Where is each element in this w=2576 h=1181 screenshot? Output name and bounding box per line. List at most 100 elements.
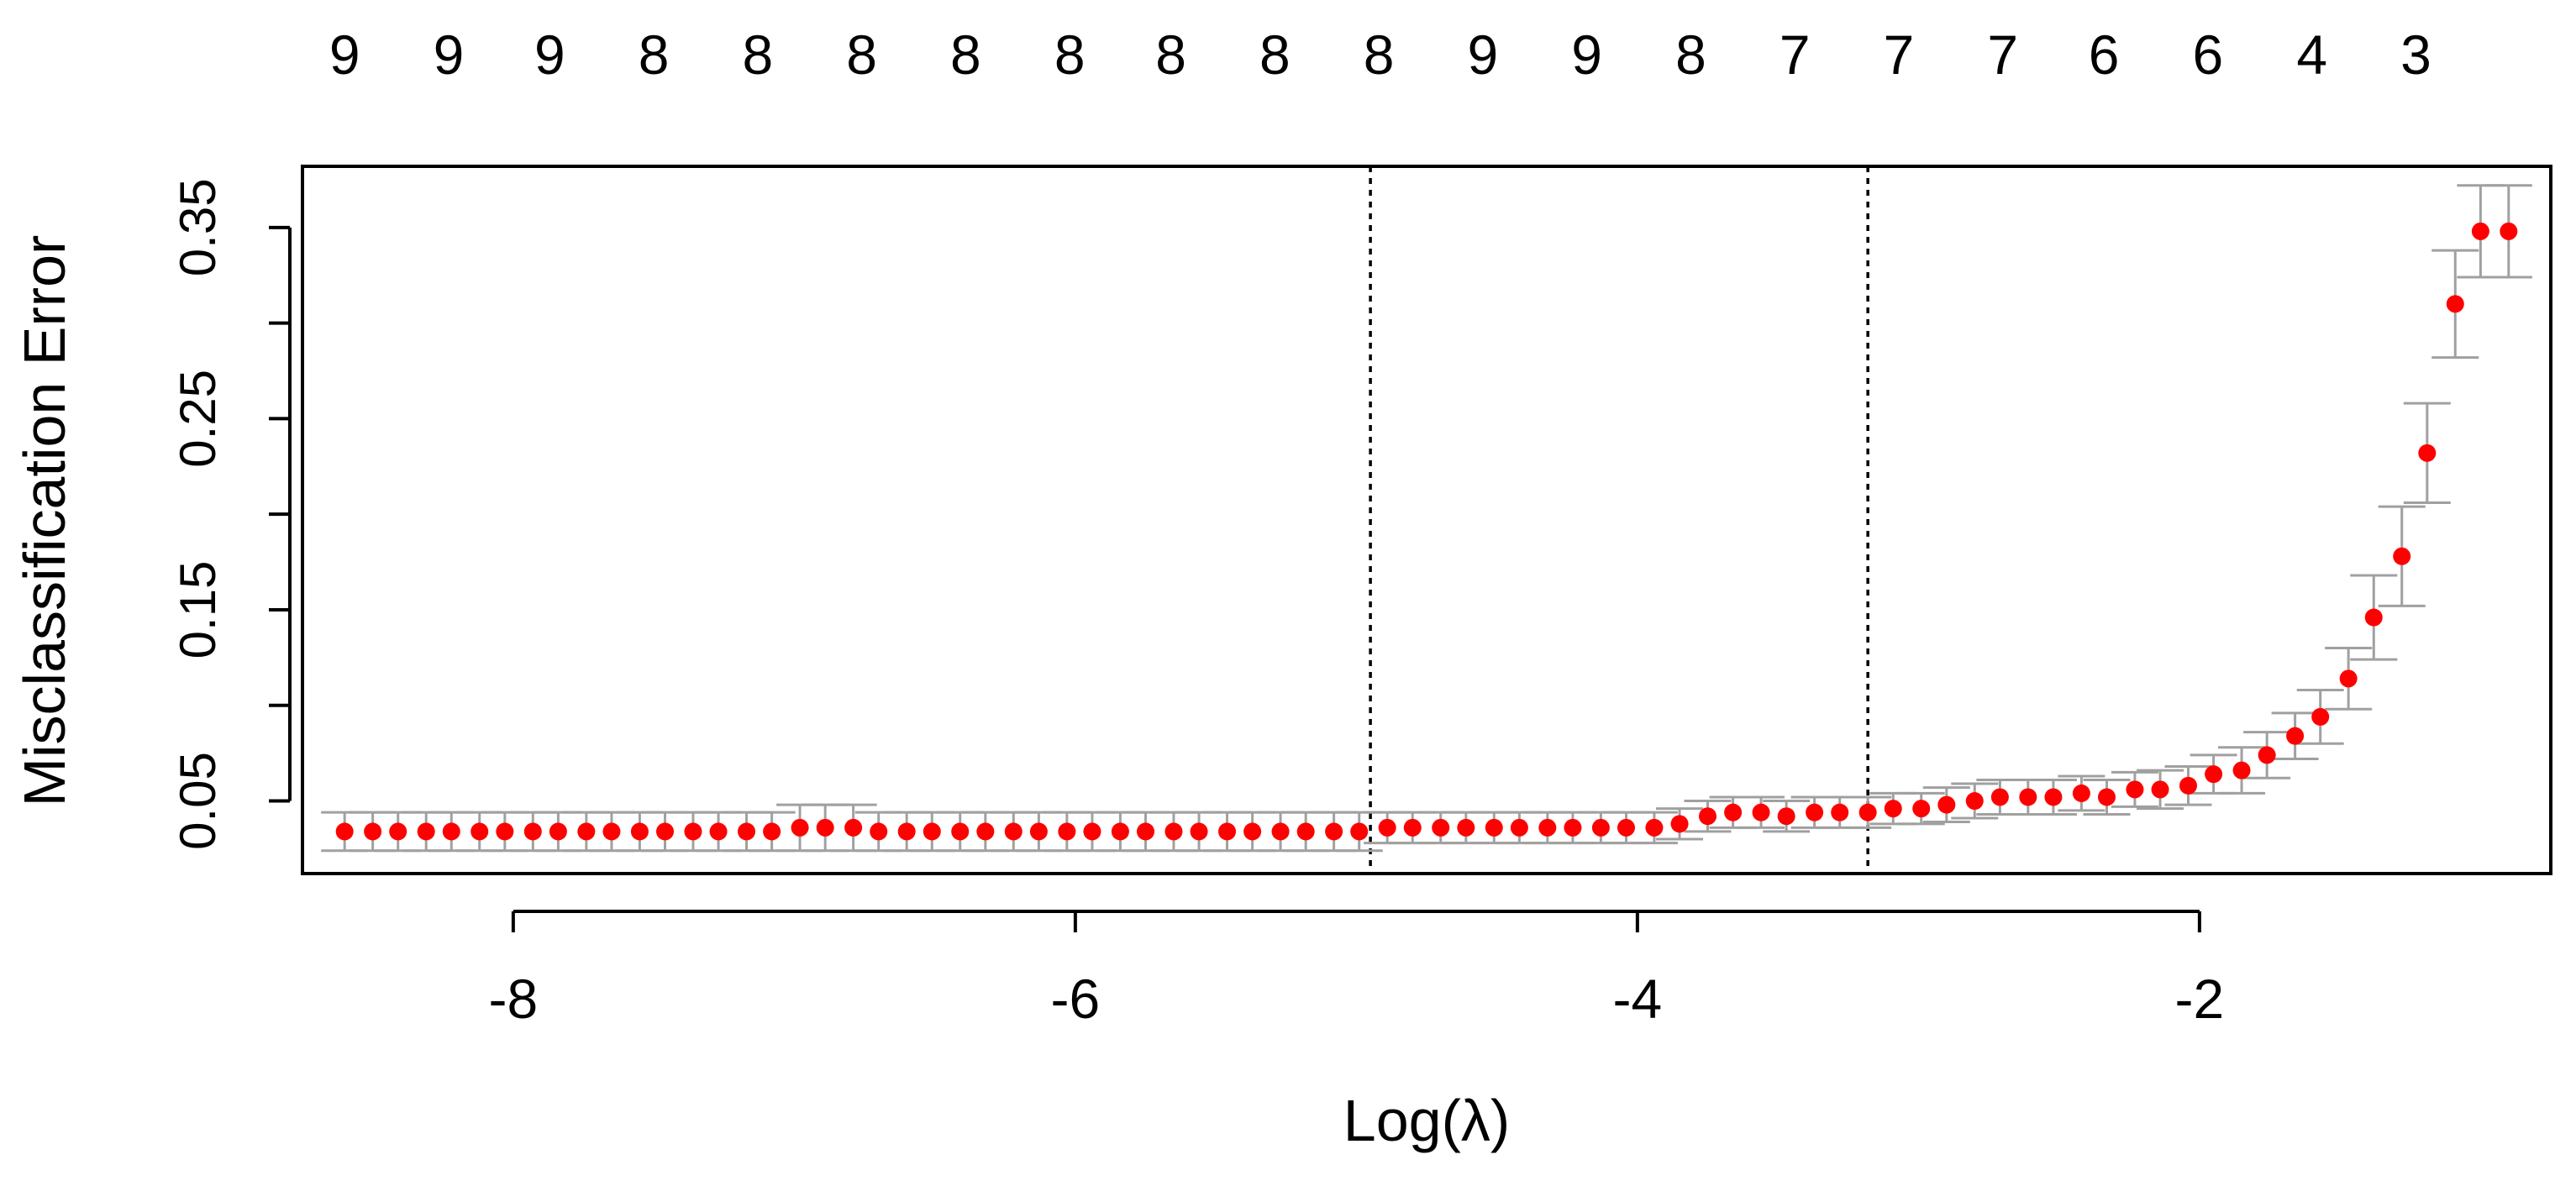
data-point (1699, 807, 1716, 826)
data-point (2500, 222, 2518, 240)
data-point (1724, 803, 1743, 821)
top-axis-label: 9 (1571, 24, 1602, 86)
reference-lines (1369, 166, 1869, 874)
data-point (1645, 818, 1664, 837)
top-axis-label: 9 (329, 24, 360, 86)
data-point (2393, 547, 2411, 565)
data-point (1325, 822, 1343, 841)
top-axis: 9 9 9 8 8 8 8 8 8 8 8 9 9 8 7 7 7 6 6 4 3 (329, 24, 2431, 86)
data-point (816, 818, 834, 837)
data-point (1858, 803, 1877, 821)
data-point (1752, 803, 1770, 821)
data-point (2311, 707, 2330, 726)
data-point (1937, 795, 1956, 814)
error-bars (321, 184, 2532, 853)
x-tick-label: -8 (489, 968, 539, 1030)
data-point (1670, 815, 1689, 833)
data-point (1029, 822, 1048, 841)
data-point (1350, 822, 1369, 841)
data-point (2205, 765, 2223, 784)
data-point (1510, 818, 1528, 837)
top-axis-label: 8 (1155, 24, 1186, 86)
plot-frame (301, 165, 2552, 875)
data-point (656, 822, 675, 841)
data-point (630, 822, 649, 841)
top-axis-label: 4 (2296, 24, 2327, 86)
top-axis-label: 8 (1259, 24, 1291, 86)
data-point (1538, 818, 1557, 837)
data-point (417, 822, 435, 841)
data-point (389, 822, 407, 841)
y-tick-label: 0.15 (170, 561, 226, 659)
top-axis-label: 8 (639, 24, 670, 86)
data-point (442, 822, 460, 841)
y-axis: 0.05 0.15 0.25 0.35 (170, 178, 292, 850)
data-point (1432, 818, 1450, 837)
top-axis-label: 8 (1054, 24, 1086, 86)
top-axis-label: 9 (1468, 24, 1499, 86)
data-point (870, 822, 888, 841)
data-point (791, 818, 809, 837)
data-point (976, 822, 995, 841)
data-point (1083, 822, 1101, 841)
data-point (577, 822, 596, 841)
data-point (1965, 792, 1984, 811)
data-point (1271, 822, 1290, 841)
data-point (1485, 818, 1503, 837)
data-point (1457, 818, 1475, 837)
data-point (1058, 822, 1076, 841)
data-point (1806, 803, 1824, 821)
data-point (923, 822, 941, 841)
top-axis-label: 7 (1987, 24, 2018, 86)
data-point (709, 822, 728, 841)
top-axis-label: 8 (743, 24, 774, 86)
x-tick-label: -6 (1051, 968, 1101, 1030)
y-axis-title: Misclassification Error (12, 235, 77, 807)
data-point (2126, 780, 2144, 799)
data-point (2044, 788, 2063, 806)
data-point (1831, 803, 1849, 821)
data-point (496, 822, 514, 841)
data-point (2151, 780, 2169, 799)
top-axis-label: 7 (1884, 24, 1915, 86)
top-axis-label: 6 (2193, 24, 2224, 86)
data-point (2072, 784, 2090, 802)
data-point (1617, 818, 1635, 837)
data-point (2179, 776, 2197, 795)
data-point (1912, 800, 1931, 818)
top-axis-label: 8 (1675, 24, 1706, 86)
top-axis-label: 8 (950, 24, 981, 86)
data-point (1004, 822, 1023, 841)
data-point (951, 822, 970, 841)
data-point (1403, 818, 1422, 837)
data-point (684, 822, 702, 841)
data-point (471, 822, 489, 841)
data-point (897, 822, 916, 841)
data-point (1564, 818, 1582, 837)
data-point (1591, 818, 1610, 837)
data-point (2286, 727, 2305, 745)
data-point (549, 822, 567, 841)
y-tick-label: 0.35 (170, 178, 226, 276)
data-point (763, 822, 781, 841)
top-axis-label: 9 (534, 24, 565, 86)
data-point (364, 822, 382, 841)
data-point (2364, 608, 2383, 627)
top-axis-label: 6 (2089, 24, 2120, 86)
top-axis-label: 8 (1364, 24, 1395, 86)
x-axis: -8 -6 -4 -2 (489, 910, 2224, 1030)
data-point (1218, 822, 1237, 841)
data-point (1190, 822, 1208, 841)
data-point (2258, 746, 2276, 764)
top-axis-label: 7 (1780, 24, 1811, 86)
x-axis-title: Log(λ) (1343, 1088, 1510, 1153)
data-point (2232, 761, 2251, 779)
data-point (523, 822, 542, 841)
y-tick-label: 0.25 (170, 370, 226, 468)
x-tick-label: -4 (1613, 968, 1663, 1030)
top-axis-label: 8 (846, 24, 877, 86)
data-point (1296, 822, 1315, 841)
